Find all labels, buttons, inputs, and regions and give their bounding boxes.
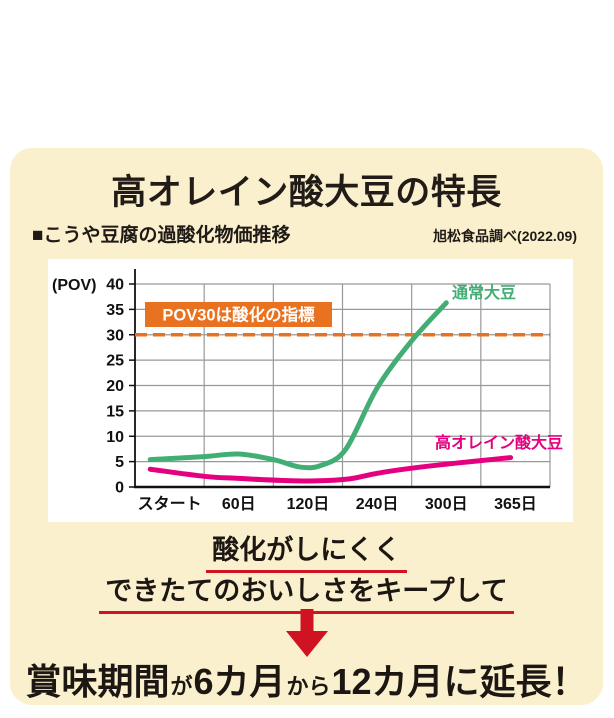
y-tick-label: 35: [106, 302, 124, 319]
x-tick-label: 300日: [425, 495, 468, 513]
callout: 酸化がしにくく できたてのおいしさをキープして: [10, 532, 603, 614]
pov-line-chart: 0 5 10 15 20 25 30 35 40 (POV) スタート 60日 120日 240日 300日…: [52, 269, 563, 513]
x-tick-label: 120日: [287, 495, 330, 513]
y-tick-label: 5: [115, 454, 124, 471]
threshold-label-box: [145, 302, 332, 327]
y-tick-label: 10: [106, 429, 124, 446]
conclusion-seg-3: 6カ月: [193, 661, 286, 702]
y-tick-label: 40: [106, 277, 124, 294]
callout-line-2: できたてのおいしさをキープして: [99, 573, 514, 614]
source-note: 旭松食品調べ(2022.09): [433, 228, 577, 244]
chart-heading: ■こうや豆腐の過酸化物価推移: [32, 225, 291, 246]
y-tick-label: 25: [106, 353, 124, 370]
x-tick-label: 365日: [494, 495, 537, 513]
y-axis-unit-label: (POV): [52, 277, 96, 294]
legend-normal-soybean: 通常大豆: [452, 283, 516, 302]
y-tick-label: 20: [106, 378, 124, 395]
x-tick-label: スタート: [138, 495, 202, 513]
page-title: 高オレイン酸大豆の特長: [111, 173, 502, 212]
callout-line-1: 酸化がしにくく: [206, 532, 407, 573]
conclusion-seg-2: が: [170, 674, 193, 699]
conclusion-seg-5: 12カ月に延長！: [331, 661, 588, 702]
feature-card: 高オレイン酸大豆の特長 ■こうや豆腐の過酸化物価推移 旭松食品調べ(2022.0…: [10, 148, 603, 705]
series-line-0: [147, 300, 449, 471]
conclusion-seg-4: から: [286, 674, 331, 699]
x-tick-label: 240日: [356, 495, 399, 513]
legend-high-oleic-soybean: 高オレイン酸大豆: [435, 433, 563, 452]
series-line-1: [147, 455, 514, 484]
x-tick-label: 60日: [222, 495, 256, 513]
y-tick-label: 0: [115, 480, 124, 497]
conclusion-seg-1: 賞味期間: [25, 661, 170, 702]
conclusion-banner: 賞味期間 が 6カ月 から 12カ月に延長！: [10, 653, 603, 705]
threshold-label: POV30は酸化の指標: [162, 305, 315, 325]
chart-panel: 0 5 10 15 20 25 30 35 40 (POV) スタート 60日 120日 240日 300日…: [48, 259, 573, 522]
y-tick-label: 15: [106, 403, 124, 420]
down-arrow-icon: [285, 609, 328, 657]
y-tick-label: 30: [106, 327, 124, 344]
